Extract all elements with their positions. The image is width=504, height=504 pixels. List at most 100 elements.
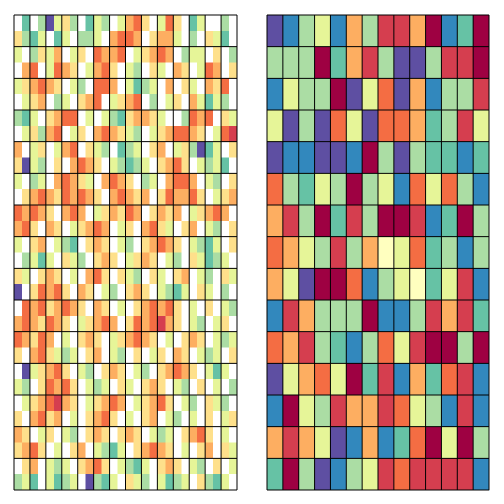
heatmap-cell (141, 379, 150, 396)
heatmap-cell (77, 46, 86, 63)
heatmap-cell (45, 62, 55, 79)
heatmap-cell (69, 410, 79, 427)
heatmap-cell (189, 284, 198, 301)
heatmap-cell (409, 205, 426, 237)
heatmap-cell (45, 474, 55, 491)
heatmap-cell (117, 410, 126, 427)
heatmap-cell (85, 46, 94, 63)
heatmap-cell (221, 125, 230, 142)
heatmap-cell (133, 78, 142, 95)
heatmap-cell (346, 205, 363, 237)
heatmap-cell (229, 268, 238, 285)
heatmap-cell (205, 30, 214, 47)
heatmap-cell (314, 395, 331, 427)
heatmap-cell (117, 62, 126, 79)
heatmap-cell (267, 141, 284, 174)
heatmap-cell (93, 315, 102, 332)
heatmap-cell (189, 173, 198, 190)
heatmap-cell (29, 220, 39, 237)
heatmap-cell (69, 347, 79, 364)
heatmap-cell (181, 30, 190, 47)
heatmap-cell (93, 252, 102, 269)
heatmap-cell (93, 268, 102, 285)
heatmap-cell (37, 410, 47, 427)
heatmap-cell (45, 410, 55, 427)
heatmap-cell (213, 220, 222, 237)
heatmap-cell (229, 347, 238, 364)
heatmap-cell (21, 395, 31, 412)
heatmap-cell (141, 315, 150, 332)
heatmap-cell (409, 173, 426, 206)
heatmap-cell (141, 220, 150, 237)
heatmap-cell (425, 173, 442, 206)
heatmap-cell (165, 315, 174, 332)
heatmap-cell (21, 252, 31, 269)
heatmap-cell (61, 189, 71, 206)
heatmap-cell (133, 268, 142, 285)
heatmap-cell (330, 46, 347, 79)
heatmap-cell (157, 426, 166, 443)
heatmap-cell (221, 410, 230, 427)
heatmap-cell (85, 347, 94, 364)
heatmap-cell (173, 173, 182, 190)
heatmap-cell (229, 15, 238, 32)
heatmap-cell (181, 220, 190, 237)
heatmap-cell (457, 395, 474, 427)
heatmap-cell (181, 94, 190, 111)
heatmap-cell (21, 15, 31, 32)
heatmap-cell (425, 426, 442, 459)
heatmap-cell (14, 157, 23, 174)
heatmap-cell (29, 46, 39, 63)
heatmap-cell (117, 46, 126, 63)
heatmap-cell (21, 379, 31, 396)
heatmap-cell (45, 300, 55, 317)
heatmap-cell (362, 173, 379, 206)
heatmap-cell (14, 268, 23, 285)
heatmap-cell (93, 347, 102, 364)
heatmap-cell (197, 157, 206, 174)
heatmap-cell (93, 379, 102, 396)
heatmap-cell (117, 173, 126, 190)
heatmap-cell (29, 125, 39, 142)
heatmap-cell (197, 395, 206, 412)
heatmap-cell (229, 141, 238, 158)
heatmap-cell (173, 62, 182, 79)
heatmap-cell (205, 157, 214, 174)
heatmap-cell (229, 442, 238, 459)
heatmap-cell (409, 363, 426, 396)
heatmap-cell (181, 410, 190, 427)
heatmap-cell (314, 46, 331, 79)
heatmap-cell (109, 474, 118, 491)
heatmap-cell (378, 300, 395, 332)
heatmap-cell (149, 94, 158, 111)
heatmap-cell (441, 395, 458, 427)
heatmap-cell (149, 46, 158, 63)
heatmap-cell (189, 157, 198, 174)
heatmap-cell (45, 205, 55, 222)
heatmap-cell (37, 474, 47, 491)
heatmap-cell (117, 379, 126, 396)
heatmap-cell (69, 331, 79, 348)
heatmap-cell (314, 363, 331, 396)
heatmap-cell (45, 46, 55, 63)
heatmap-cell (125, 284, 134, 301)
heatmap-cell (141, 442, 150, 459)
heatmap-cell (221, 315, 230, 332)
heatmap-cell (189, 62, 198, 79)
heatmap-cell (267, 110, 284, 142)
heatmap-cell (473, 205, 490, 237)
heatmap-cell (189, 474, 198, 491)
heatmap-cell (53, 236, 63, 253)
heatmap-cell (457, 110, 474, 142)
heatmap-cell (173, 252, 182, 269)
heatmap-cell (53, 284, 63, 301)
heatmap-cell (125, 110, 134, 127)
heatmap-cell (77, 284, 86, 301)
heatmap-cell (21, 268, 31, 285)
heatmap-cell (117, 252, 126, 269)
heatmap-cell (125, 173, 134, 190)
heatmap-cell (125, 252, 134, 269)
heatmap-cell (45, 78, 55, 95)
heatmap-cell (117, 125, 126, 142)
heatmap-cell (69, 125, 79, 142)
